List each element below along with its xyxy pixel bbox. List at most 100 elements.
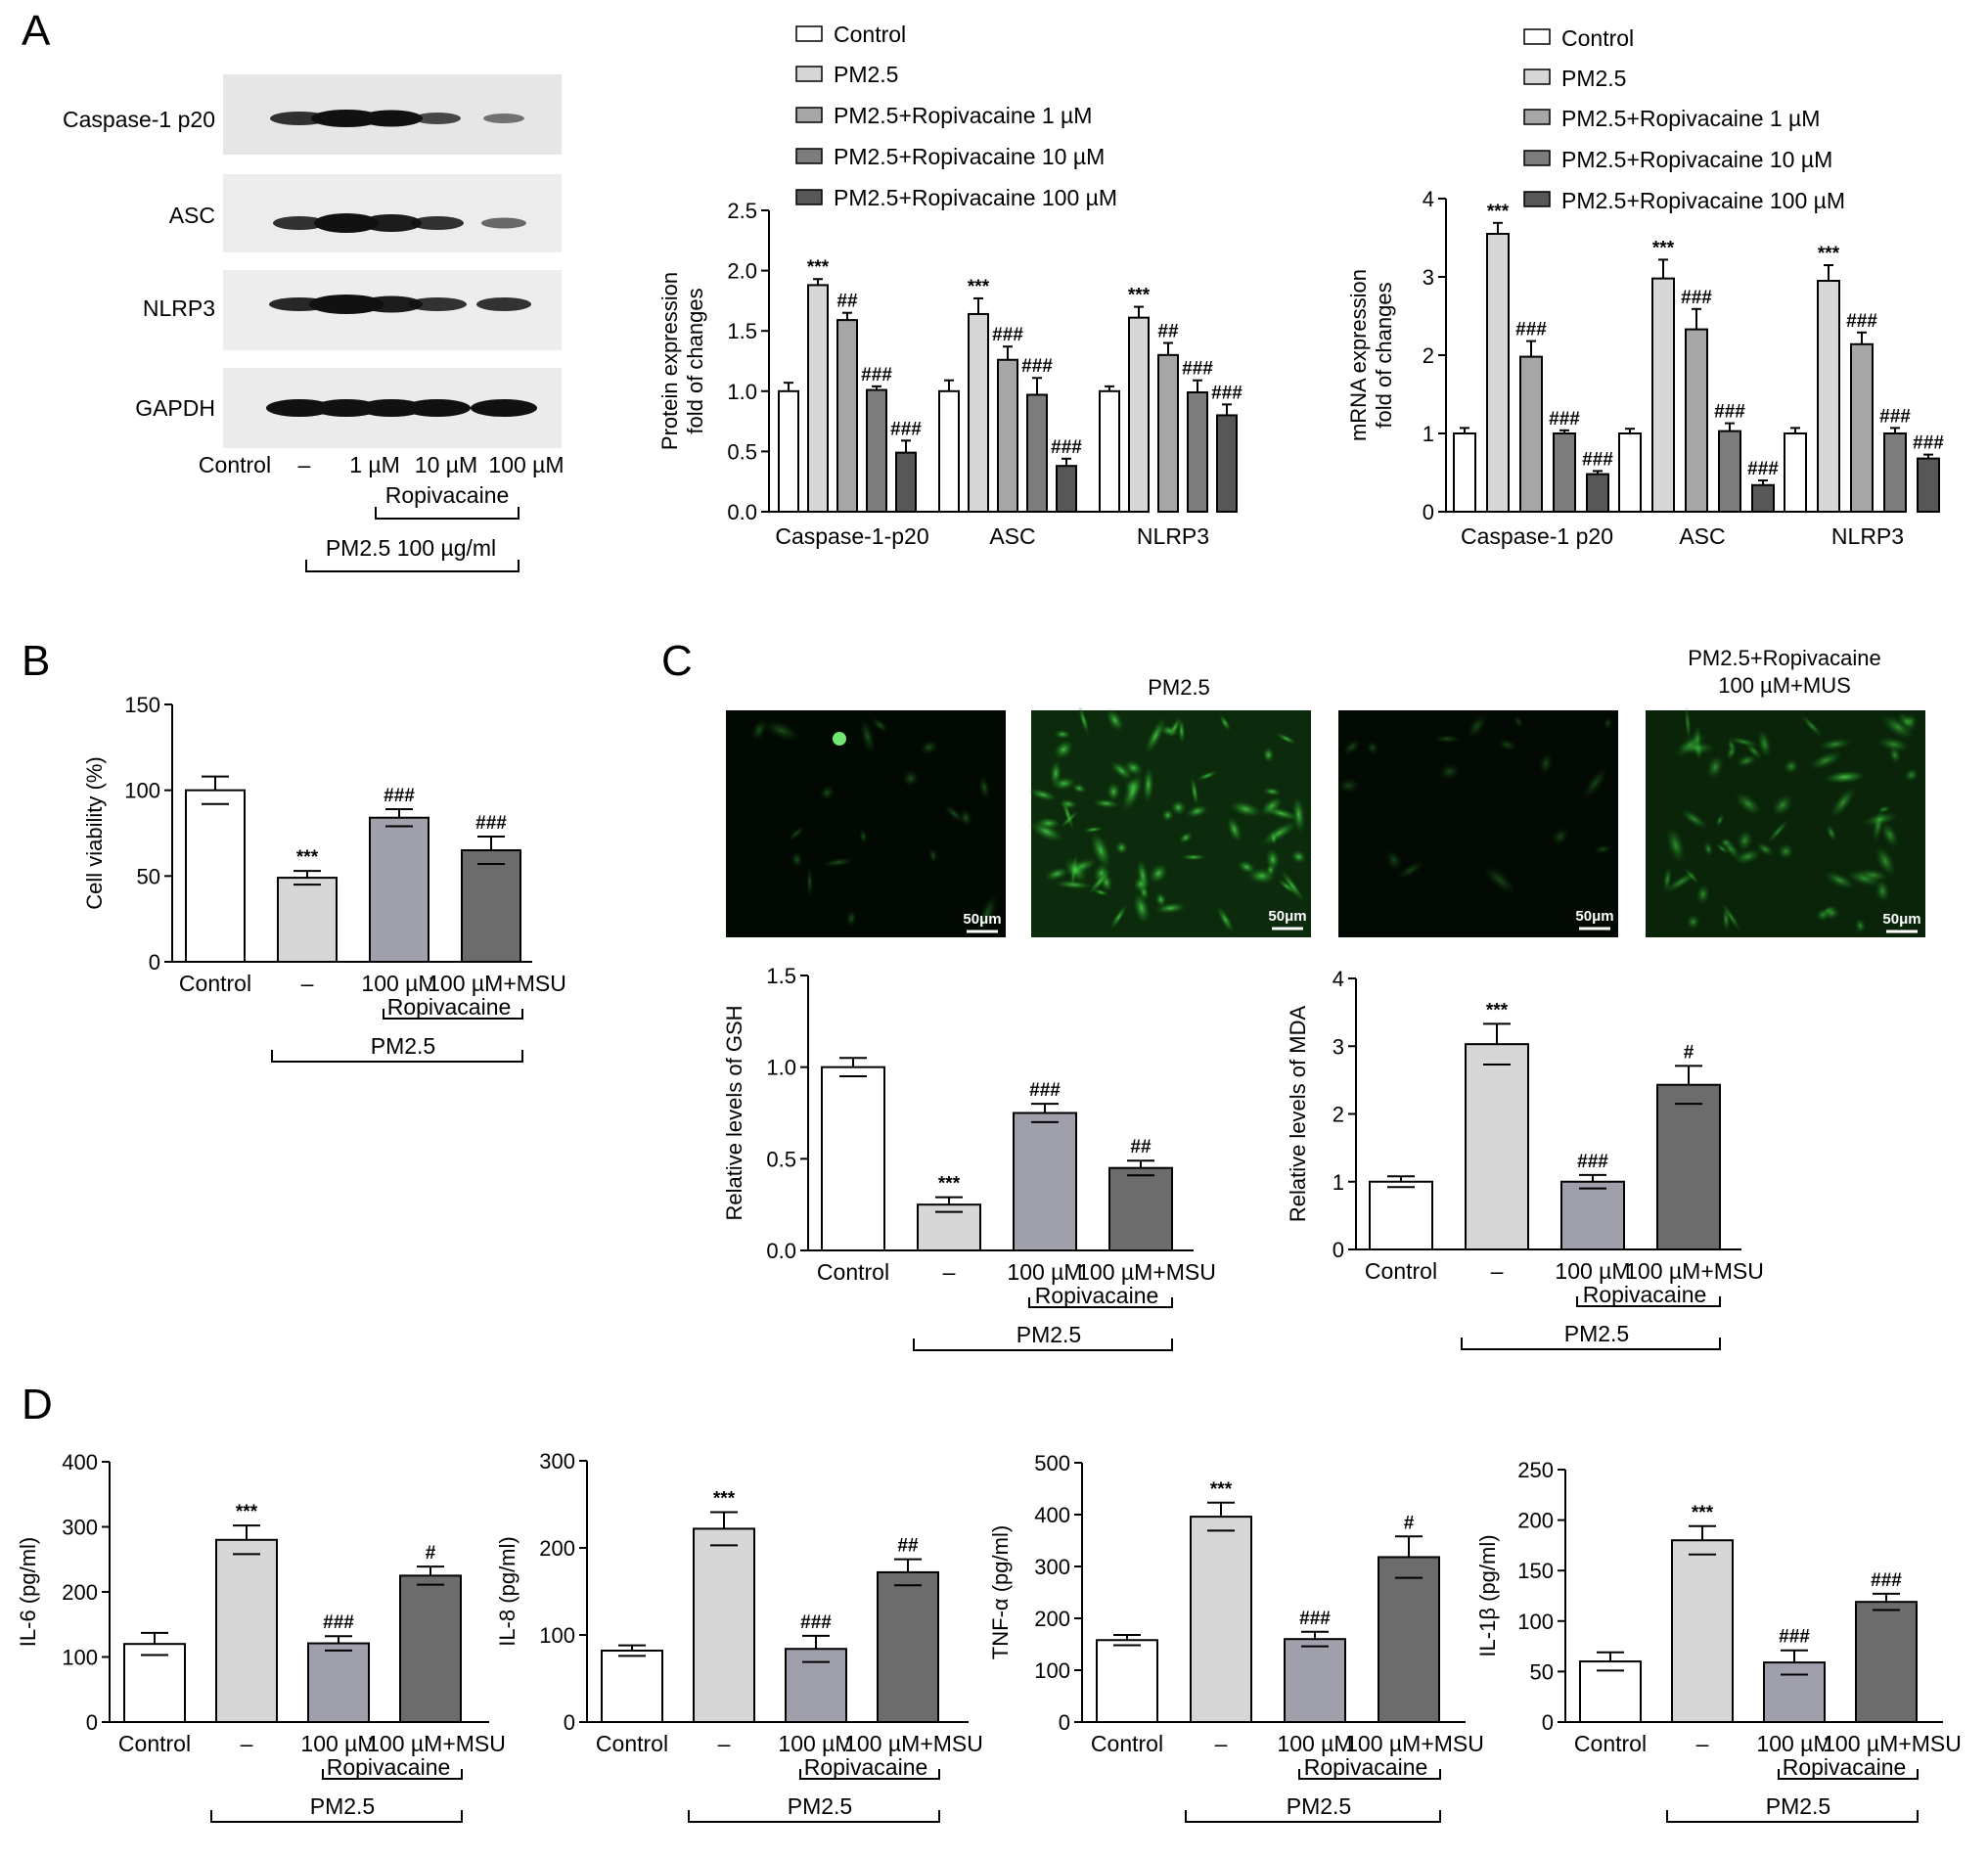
fluorescent-cell [1114, 840, 1129, 855]
significance-label: ## [897, 1536, 919, 1557]
significance-label: *** [1487, 202, 1510, 222]
fluorescent-cell [1727, 736, 1761, 748]
bar [1453, 432, 1476, 513]
bracket-pm [1666, 1810, 1919, 1823]
fluorescent-cell [1219, 714, 1232, 732]
blot-label-nlrp3: NLRP3 [143, 295, 215, 321]
bar [1187, 391, 1208, 514]
panel-letter-b: B [22, 637, 50, 685]
significance-label: ### [1779, 1627, 1810, 1648]
image-title-msu-line2: 100 µM+MUS [1718, 673, 1851, 698]
significance-label: *** [807, 257, 830, 278]
x-category-label: 100 µM+MSU [1625, 1258, 1764, 1284]
fluorescent-cell [1582, 766, 1608, 799]
fluorescent-cell [1149, 863, 1168, 885]
significance-label: *** [1818, 244, 1840, 264]
x-category-label: ASC [1679, 523, 1725, 549]
legend-label: Control [1561, 25, 1634, 51]
blot-band [414, 113, 461, 124]
bar [1718, 430, 1741, 514]
chart-A_protein: 0.0 0.5 1.0 1.5 2.0 2.5 Protein expression fold… [657, 199, 1242, 549]
bar [968, 312, 989, 513]
fluorescent-cell [1216, 906, 1235, 933]
fluorescent-cell [1875, 844, 1897, 878]
x-category-label: – [301, 971, 314, 996]
fluorescent-cell [819, 785, 836, 801]
legend-label: Control [834, 22, 906, 47]
y-tick-label: 1.0 [727, 380, 757, 404]
bar [1817, 280, 1840, 513]
fluorescent-cell [1715, 842, 1730, 855]
image-title-msu-line1: PM2.5+Ropivacaine [1688, 646, 1881, 670]
y-tick-label: 50 [137, 864, 160, 888]
x-category-label: 100 µM [1555, 1258, 1630, 1284]
blot-band [358, 399, 425, 417]
bar [1656, 1083, 1721, 1251]
fluorescent-cell [1106, 782, 1121, 801]
bracket-pm [210, 1810, 463, 1823]
group-label-ropivacaine: Ropivacaine [804, 1754, 928, 1780]
fluorescent-cell [1438, 763, 1461, 781]
y-tick-label: 0.5 [766, 1147, 796, 1171]
x-category-label: 100 µM+MSU [1345, 1731, 1484, 1756]
group-label-pm: PM2.5 [1287, 1793, 1351, 1819]
bar [1618, 432, 1642, 513]
lane-label-control: Control [199, 452, 271, 477]
blot-band [476, 297, 531, 311]
bar [1553, 432, 1576, 513]
fluorescent-cell [1088, 869, 1111, 895]
blot-band [360, 295, 423, 313]
bar [123, 1643, 186, 1723]
bar [1685, 328, 1708, 513]
y-tick-label: 200 [1517, 1509, 1554, 1533]
fluorescent-cell [1683, 867, 1700, 885]
panel-letter-a: A [22, 7, 51, 55]
y-tick-label: 250 [1517, 1458, 1554, 1482]
legend-label: PM2.5 [834, 62, 898, 87]
fluorescent-cell [1396, 861, 1425, 880]
y-tick-label: 0 [1333, 1238, 1344, 1262]
scale-label: 50μm [963, 911, 1001, 928]
fluorescent-cell [858, 829, 869, 844]
fluorescent-cell [1170, 799, 1187, 816]
legend-swatch [1523, 191, 1551, 207]
significance-label: ### [992, 325, 1023, 345]
fluorescent-cell [1686, 914, 1701, 930]
fluorescent-cell [1678, 741, 1716, 755]
fluorescent-cell [1090, 832, 1112, 870]
fluorescent-cell [1815, 908, 1830, 923]
y-tick-label: 0.0 [766, 1239, 796, 1263]
bar [369, 816, 429, 963]
y-tick-label: 100 [539, 1623, 575, 1648]
x-category-label: – [943, 1259, 956, 1285]
y-tick-label: 100 [124, 779, 160, 803]
x-category-label: 100 µM [1007, 1259, 1082, 1285]
blot-band [481, 217, 526, 229]
fluorescent-cell [1662, 865, 1673, 893]
fluorescent-cell [1106, 708, 1124, 732]
fluorescent-cell [1269, 831, 1278, 845]
bracket-pm [1185, 1810, 1441, 1823]
image-title-pm: PM2.5 [1148, 675, 1210, 700]
fluorescent-cell [1276, 732, 1297, 745]
significance-label: ### [1582, 449, 1613, 470]
significance-label: *** [1486, 1000, 1509, 1021]
scale-label: 50μm [1882, 911, 1920, 928]
legend-swatch [795, 189, 823, 205]
y-tick-label: 2 [1423, 343, 1434, 368]
fluorescent-cell [1846, 869, 1882, 887]
bar [1026, 393, 1048, 513]
fluorescent-cell [1262, 787, 1283, 796]
fluorescent-cell [1109, 903, 1128, 930]
fluorescent-cell [1896, 711, 1917, 732]
fluorescent-cell [1262, 747, 1275, 763]
fluorescent-cell [1875, 879, 1890, 903]
fluorescent-cell [1180, 853, 1207, 861]
group-label-ropivacaine: Ropivacaine [1583, 1282, 1707, 1307]
x-category-label: Control [817, 1259, 889, 1285]
fluorescent-cell [1049, 759, 1062, 788]
chart-D_il8: 0 100 200 300 IL-8 (pg/ml) Control *** – ### 100 … [495, 1449, 983, 1823]
fluorescent-cell [1771, 794, 1794, 817]
significance-label: ### [1747, 459, 1779, 479]
